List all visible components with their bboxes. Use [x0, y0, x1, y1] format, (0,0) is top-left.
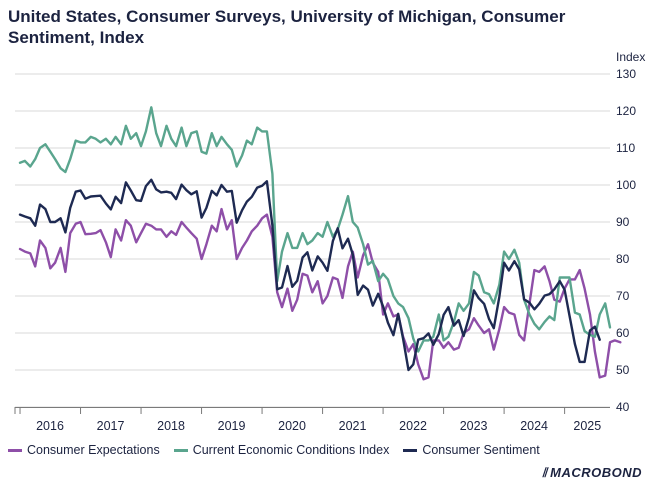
- gridlines: [15, 73, 610, 408]
- y-tick-label: 80: [616, 252, 630, 266]
- legend-label: Current Economic Conditions Index: [192, 443, 390, 457]
- legend-label: Consumer Expectations: [27, 443, 160, 457]
- x-tick-label: 2016: [36, 419, 64, 433]
- x-axis: 2016 2017 2018 2019 2020 2021 2022 2023 2024 2025: [14, 407, 610, 433]
- series-lines: [18, 106, 622, 381]
- y-tick-label: 100: [616, 178, 636, 192]
- legend-item-current-conditions: Current Economic Conditions Index: [173, 443, 390, 457]
- y-tick-label: 60: [616, 326, 630, 340]
- y-axis: 40 50 60 70 80 90 100 110 120 130 Index: [616, 50, 645, 414]
- macrobond-logo-icon: ⫽: [542, 465, 550, 480]
- legend-swatch: [173, 448, 188, 452]
- x-tick-label: 2024: [520, 419, 548, 433]
- x-tick-label: 2018: [157, 419, 185, 433]
- macrobond-logo: ⫽MACROBOND: [543, 465, 642, 481]
- x-tick-label: 2025: [573, 419, 601, 433]
- y-tick-label: 110: [616, 141, 635, 155]
- y-axis-label: Index: [616, 50, 645, 64]
- legend-item-expectations: Consumer Expectations: [8, 443, 160, 457]
- x-tick-label: 2017: [97, 419, 125, 433]
- chart-title: United States, Consumer Surveys, Univers…: [8, 7, 566, 47]
- legend-item-sentiment: Consumer Sentiment: [403, 443, 540, 457]
- legend-label: Consumer Sentiment: [422, 443, 540, 457]
- y-tick-label: 50: [616, 363, 630, 377]
- consumer-sentiment-line: [18, 178, 601, 372]
- consumer-expectations-line: [18, 207, 622, 381]
- legend-swatch: [8, 448, 22, 452]
- y-tick-label: 70: [616, 289, 630, 303]
- x-tick-label: 2023: [460, 419, 488, 433]
- current-economic-conditions-index-line: [18, 106, 612, 353]
- y-tick-label: 40: [616, 400, 630, 414]
- x-tick-label: 2020: [278, 419, 306, 433]
- legend: Consumer Expectations Current Economic C…: [8, 443, 540, 457]
- y-tick-label: 120: [616, 104, 636, 118]
- brand-name: MACROBOND: [550, 465, 642, 480]
- legend-swatch: [403, 448, 418, 452]
- x-tick-label: 2021: [339, 419, 367, 433]
- y-tick-label: 130: [616, 67, 636, 81]
- x-tick-label: 2022: [399, 419, 427, 433]
- y-tick-label: 90: [616, 215, 630, 229]
- x-tick-label: 2019: [218, 419, 246, 433]
